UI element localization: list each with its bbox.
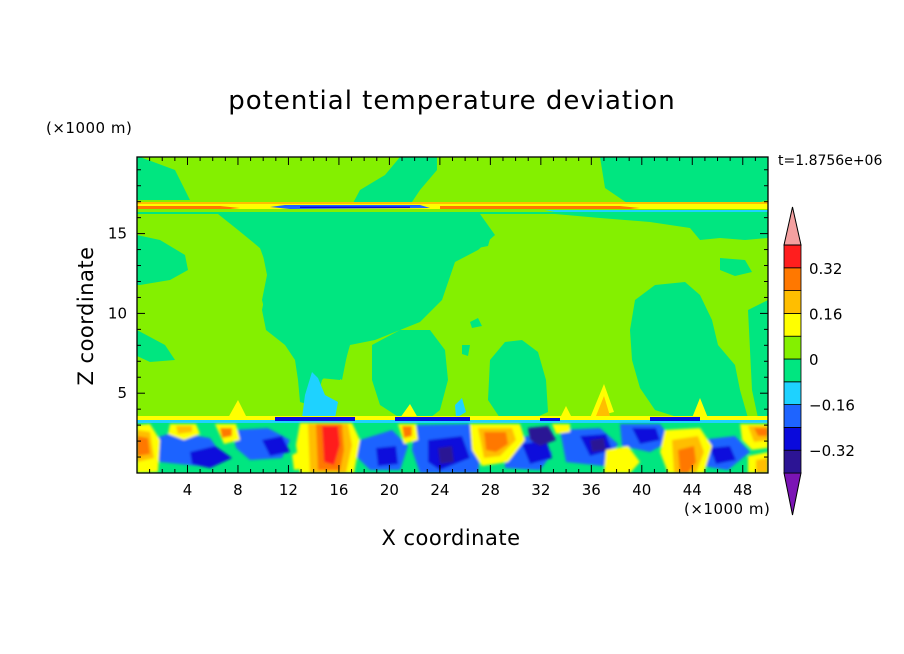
x-axis-label: X coordinate (0, 526, 904, 550)
x-tick-label: 20 (380, 481, 399, 499)
x-tick-label: 16 (329, 481, 348, 499)
plume-top-left (137, 157, 190, 200)
x-axis-unit: (×1000 m) (684, 500, 771, 518)
plume-tiny-1 (470, 318, 482, 328)
x-tick-label: 36 (582, 481, 601, 499)
flare-5 (560, 406, 572, 418)
contour-field (137, 157, 768, 473)
boundary-layer-cells (137, 423, 768, 473)
flare-4 (692, 398, 708, 418)
axis-ticks (137, 157, 768, 473)
tropopause-band-navy (300, 206, 410, 208)
colorbar-swatch (783, 381, 802, 405)
y-tick-label: 10 (108, 304, 127, 322)
inversion-dashes (275, 417, 700, 421)
colorbar-swatch (783, 290, 802, 314)
x-tick-label: 40 (632, 481, 651, 499)
y-axis-unit: (×1000 m) (46, 119, 133, 137)
x-tick-label: 44 (683, 481, 702, 499)
y-tick-label: 15 (108, 225, 127, 243)
cyan-patch (302, 372, 338, 418)
flare-3-core (596, 396, 610, 416)
plume-mid-right-column (372, 330, 448, 418)
tropopause-band-green-low (137, 212, 768, 214)
plume-left-lower (137, 330, 175, 362)
plume-mid-small (720, 258, 752, 276)
colorbar (783, 206, 802, 516)
colorbar-swatch (783, 358, 802, 383)
tropopause-band-orange (137, 202, 768, 204)
colorbar-swatch (783, 335, 802, 360)
colorbar-tick-label: 0 (809, 351, 819, 369)
plume-far-right (748, 300, 768, 418)
y-tick-label: 5 (117, 384, 127, 402)
inversion-cyan (137, 420, 768, 423)
colorbar-swatch (783, 426, 802, 451)
x-tick-label: 8 (233, 481, 243, 499)
colorbar-tick-label: 0.32 (809, 260, 842, 278)
plume-below-band (218, 214, 495, 380)
plume-right-column (630, 282, 748, 418)
y-axis-label: Z coordinate (74, 246, 98, 386)
plume-center-right (488, 340, 548, 418)
colorbar-tick-label: −0.32 (809, 442, 855, 460)
cyan-patch-small (455, 398, 466, 418)
plume-right-band-lower (555, 214, 768, 240)
colorbar-labels: 0.32 0.16 0 −0.16 −0.32 (809, 260, 855, 460)
x-tick-label: 12 (279, 481, 298, 499)
x-tick-label: 28 (481, 481, 500, 499)
colorbar-swatch (783, 267, 802, 291)
plume-left-lobe (137, 235, 188, 285)
flare-1 (228, 400, 246, 418)
colorbar-extend-high (783, 206, 802, 246)
x-tick-label: 48 (733, 481, 752, 499)
plume-tiny-2 (462, 345, 470, 356)
x-tick-label: 4 (183, 481, 193, 499)
x-axis-label-text: X coordinate (381, 526, 521, 550)
colorbar-swatch (783, 312, 802, 337)
plume-right-tall (600, 157, 768, 205)
colorbar-swatch (783, 404, 802, 428)
colorbar-swatch (783, 244, 802, 269)
colorbar-tick-label: 0.16 (809, 305, 842, 323)
colorbar-tick-label: −0.16 (809, 397, 855, 415)
time-annotation: t=1.8756e+06 (778, 153, 883, 169)
x-tick-label: 32 (531, 481, 550, 499)
tropopause-band-green (137, 209, 768, 212)
flare-2 (400, 404, 418, 418)
colorbar-extend-low (783, 472, 802, 516)
colorbar-swatch (783, 449, 802, 474)
chart-title: potential temperature deviation (228, 86, 676, 116)
x-tick-label: 24 (430, 481, 449, 499)
